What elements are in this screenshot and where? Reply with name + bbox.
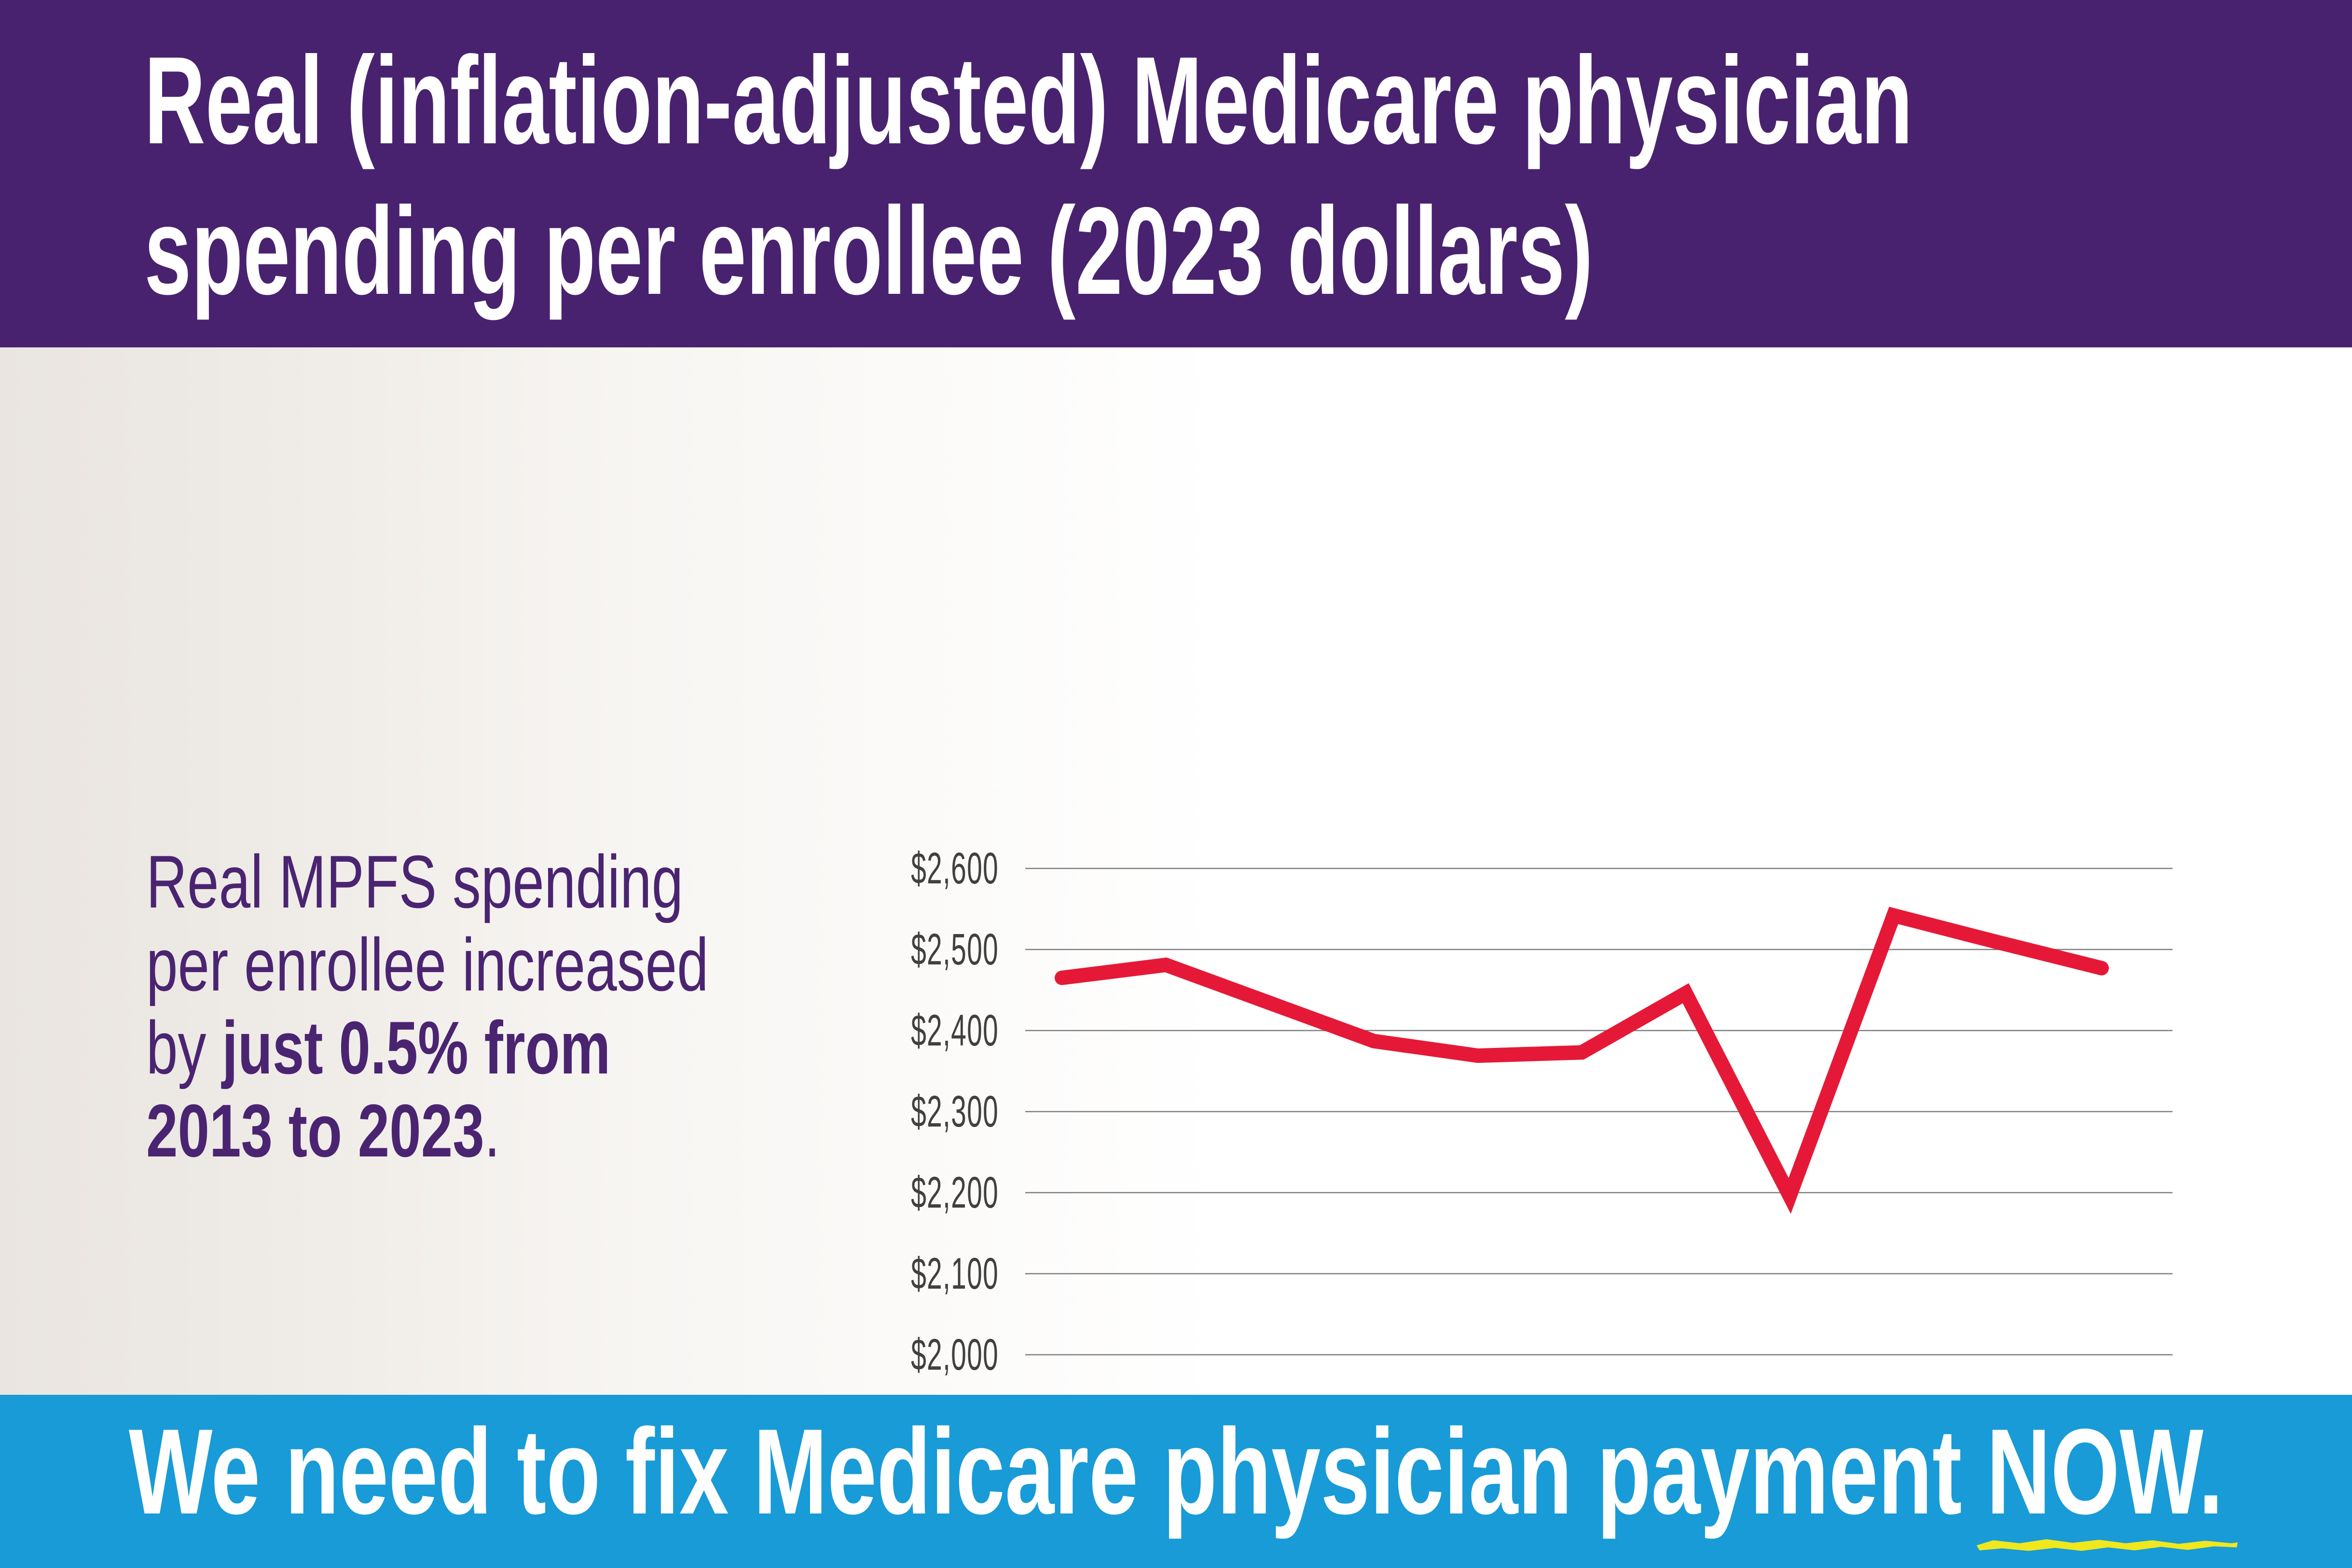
- y-axis-label: $2,400: [911, 1006, 999, 1055]
- y-axis-label: $2,300: [911, 1087, 999, 1136]
- y-axis-label: $2,200: [911, 1168, 999, 1217]
- key-stat: Real MPFS spending per enrollee increase…: [146, 840, 886, 1172]
- cta-highlight-word: NOW.: [1986, 1404, 2224, 1540]
- header: Real (inflation-adjusted) Medicare physi…: [0, 0, 2352, 347]
- y-axis-label: $2,600: [911, 844, 999, 893]
- key-stat-line-2: per enrollee increased: [146, 923, 709, 1006]
- y-axis-label: $2,500: [911, 925, 999, 974]
- page-title: Real (inflation-adjusted) Medicare physi…: [144, 25, 2352, 326]
- line-chart: [1025, 867, 2173, 1437]
- chart-gridlines: [1025, 867, 2173, 1437]
- y-axis-label: $2,000: [911, 1330, 999, 1379]
- cta-banner: We need to fix Medicare physician paymen…: [0, 1395, 2352, 1568]
- cta-text-prefix: We need to fix Medicare physician paymen…: [128, 1404, 1987, 1540]
- cta-highlight: NOW.: [1977, 1411, 2238, 1551]
- y-axis-label: $2,100: [911, 1249, 999, 1298]
- yellow-underline-icon: [1977, 1539, 2238, 1551]
- title-line-1: Real (inflation-adjusted) Medicare physi…: [144, 30, 1913, 170]
- spending-line-series: [1055, 907, 2109, 1214]
- title-line-2: spending per enrollee (2023 dollars): [144, 181, 1593, 320]
- chart-panel: Real MPFS spending per enrollee increase…: [0, 347, 2352, 1568]
- key-stat-line-1: Real MPFS spending: [146, 840, 684, 923]
- key-stat-line-3: by just 0.5% from: [146, 1006, 611, 1089]
- key-stat-line-4: 2013 to 2023.: [146, 1089, 500, 1172]
- cta-text: We need to fix Medicare physician paymen…: [129, 1395, 2238, 1551]
